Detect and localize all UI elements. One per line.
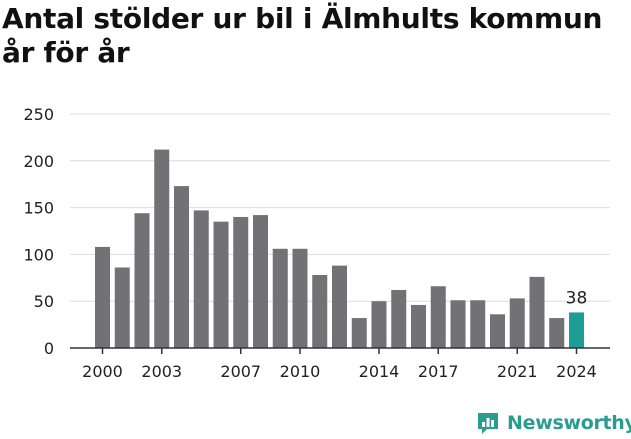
y-tick-label: 0 — [44, 339, 54, 358]
bar-2003 — [154, 149, 170, 348]
bar-2023 — [549, 318, 565, 348]
bar-2012 — [332, 265, 347, 348]
bar-2000 — [95, 246, 110, 348]
y-tick-label: 50 — [34, 292, 54, 311]
data-label: 38 — [566, 288, 588, 308]
bar-2015 — [391, 289, 407, 348]
y-tick-label: 100 — [23, 245, 54, 264]
data-labels: 38 — [566, 288, 588, 308]
y-axis-ticks: 0 50 100 150 200 250 — [23, 105, 54, 358]
x-tick-label: 2003 — [141, 362, 182, 381]
bar-2008 — [253, 215, 268, 348]
bar-2019 — [470, 300, 486, 348]
bar-2021 — [509, 298, 525, 348]
y-tick-label: 150 — [23, 199, 54, 218]
bar-2014 — [371, 301, 387, 348]
bar-2002 — [134, 213, 150, 348]
x-tick-label: 2014 — [359, 362, 400, 381]
chart-title: Antal stölder ur bil i Älmhults kommun å… — [2, 2, 603, 69]
bar-2017 — [430, 286, 446, 348]
bar-2004 — [174, 186, 189, 348]
bar-2013 — [351, 318, 367, 348]
bar-2011 — [312, 274, 328, 348]
x-tick-label: 2021 — [497, 362, 538, 381]
bar-2010 — [292, 248, 308, 348]
x-tick-label: 2010 — [280, 362, 321, 381]
bar-2006 — [213, 221, 229, 348]
x-tick-label: 2000 — [82, 362, 123, 381]
bar-2020 — [490, 314, 505, 348]
bar-2024 — [569, 312, 584, 348]
bar-2018 — [450, 300, 466, 348]
y-tick-label: 250 — [23, 105, 54, 124]
bar-2007 — [233, 216, 249, 348]
bar-2001 — [114, 267, 130, 348]
x-tick-label: 2017 — [418, 362, 459, 381]
x-axis: 2000 2003 2007 2010 2014 2017 2021 2024 — [70, 347, 610, 381]
bars — [95, 149, 584, 348]
bar-2009 — [272, 248, 288, 348]
y-tick-label: 200 — [23, 152, 54, 171]
bar-2022 — [529, 276, 545, 348]
newsworthy-logo-icon — [478, 413, 498, 434]
bar-2005 — [193, 210, 209, 348]
brand-logo[interactable]: Newsworthy — [475, 408, 631, 438]
x-tick-label: 2024 — [556, 362, 597, 381]
bar-2016 — [411, 304, 426, 348]
brand-name: Newsworthy — [507, 412, 631, 434]
x-tick-label: 2007 — [220, 362, 261, 381]
